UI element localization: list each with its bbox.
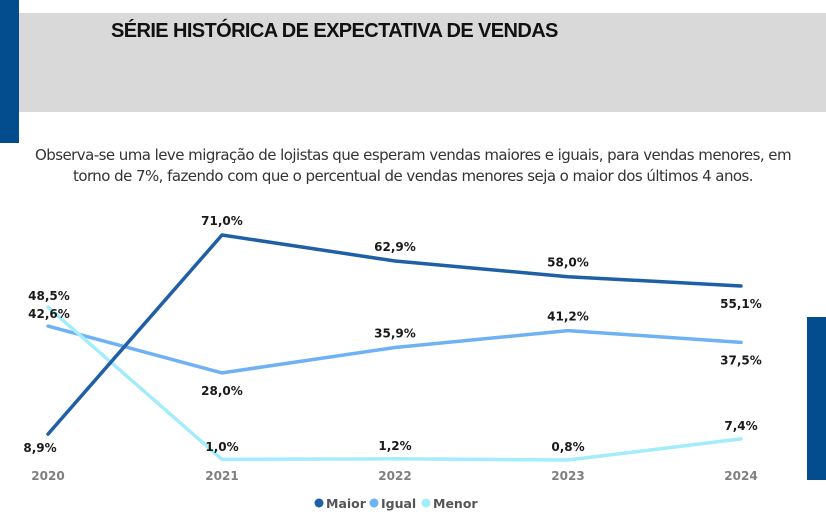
data-label-maior-2024: 55,1% <box>720 297 762 311</box>
description-text: Observa-se uma leve migração de lojistas… <box>0 145 826 187</box>
legend-label: Igual <box>381 496 416 511</box>
data-label-menor-2021: 1,0% <box>205 440 238 454</box>
x-tick-label: 2024 <box>724 469 757 483</box>
legend-item-maior[interactable]: Maior <box>314 496 367 511</box>
page-title: SÉRIE HISTÓRICA DE EXPECTATIVA DE VENDAS <box>111 20 558 42</box>
legend-marker-icon <box>369 498 379 508</box>
legend-label: Maior <box>326 496 367 511</box>
legend-marker-icon <box>314 498 324 508</box>
data-label-igual-2022: 35,9% <box>374 327 416 341</box>
series-line-igual <box>46 324 743 375</box>
data-label-igual-2023: 41,2% <box>547 310 589 324</box>
data-label-menor-2024: 7,4% <box>724 419 757 433</box>
data-label-igual-2021: 28,0% <box>201 384 243 398</box>
series-line-maior <box>46 233 743 436</box>
x-tick-label: 2023 <box>551 469 584 483</box>
right-accent-bar <box>807 317 826 480</box>
data-label-maior-2023: 58,0% <box>547 256 589 270</box>
data-label-igual-2020: 42,6% <box>28 307 70 321</box>
x-tick-label: 2020 <box>31 469 64 483</box>
data-label-maior-2020: 8,9% <box>23 441 56 455</box>
description-line-2: torno de 7%, fazendo com que o percentua… <box>72 167 754 185</box>
x-tick-label: 2021 <box>205 469 238 483</box>
legend-item-igual[interactable]: Igual <box>369 496 417 511</box>
description-line-1: Observa-se uma leve migração de lojistas… <box>34 146 792 164</box>
header-banner <box>19 13 826 112</box>
data-label-menor-2020: 48,5% <box>28 289 70 303</box>
legend-item-menor[interactable]: Menor <box>421 496 479 511</box>
data-label-maior-2021: 71,0% <box>201 214 243 228</box>
data-label-igual-2024: 37,5% <box>720 353 762 367</box>
x-tick-label: 2022 <box>378 469 411 483</box>
data-label-menor-2023: 0,8% <box>551 440 584 454</box>
legend-label: Menor <box>433 496 478 511</box>
data-label-maior-2022: 62,9% <box>374 240 416 254</box>
left-accent-bar <box>0 0 19 143</box>
legend-marker-icon <box>421 498 431 508</box>
series-line-menor <box>46 305 743 462</box>
data-label-menor-2022: 1,2% <box>378 439 411 453</box>
